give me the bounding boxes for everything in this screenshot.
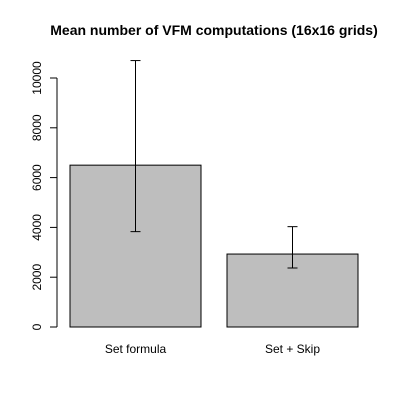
chart-title: Mean number of VFM computations (16x16 g… <box>50 22 378 38</box>
category-label: Set formula <box>105 342 167 356</box>
x-axis-labels: Set formula Set + Skip <box>105 342 321 356</box>
y-tick-label: 2000 <box>30 264 44 291</box>
y-tick-label: 10000 <box>30 61 44 95</box>
error-bars-group <box>130 60 298 269</box>
bars-group <box>69 164 359 328</box>
category-label: Set + Skip <box>265 342 320 356</box>
y-tick-label: 4000 <box>30 214 44 241</box>
y-tick-label: 0 <box>30 323 44 330</box>
y-axis: 0 2000 4000 6000 8000 10000 <box>30 61 58 330</box>
y-tick-label: 8000 <box>30 114 44 141</box>
y-tick-label: 6000 <box>30 164 44 191</box>
